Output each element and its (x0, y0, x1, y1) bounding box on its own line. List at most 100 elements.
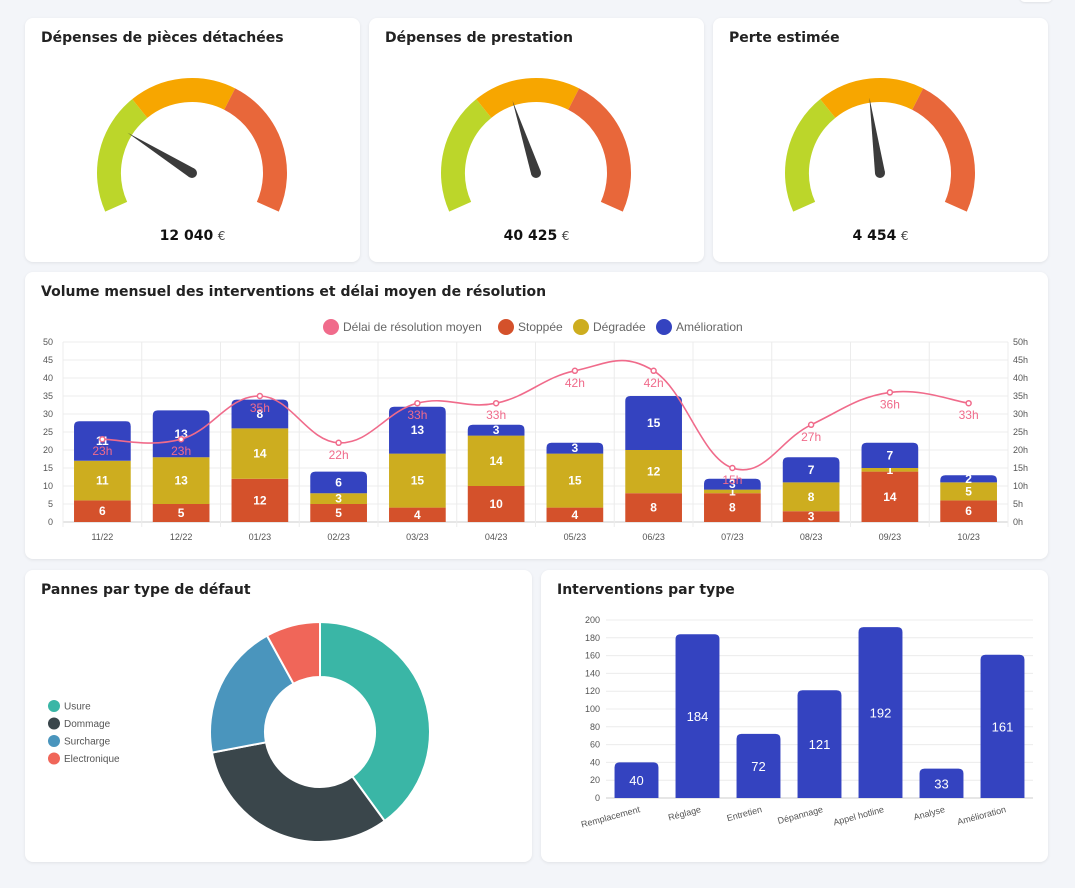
y2-tick-label: 45h (1013, 355, 1028, 365)
gauge-segment-mid (476, 78, 580, 119)
bar-value-label: 10 (489, 497, 503, 511)
slice-electronique (265, 620, 321, 686)
gauge-segment-high (223, 88, 287, 212)
legend-label: Dommage (64, 719, 111, 730)
gauge-amount: 4 454 (852, 228, 897, 244)
delai-label: 33h (959, 408, 979, 422)
bar-value-label: 15 (411, 474, 425, 488)
x-tick-label: 04/23 (485, 532, 508, 542)
bar-stoppee (467, 486, 525, 522)
bar-value-label: 1 (729, 484, 736, 498)
bar-degradee (861, 468, 919, 472)
x-tick-label: 03/23 (406, 532, 429, 542)
delai-point (99, 435, 106, 443)
bar-value-label: 11 (96, 474, 109, 488)
gauge-segment-low (97, 99, 148, 212)
delai-point (650, 367, 657, 375)
slice-dommage (210, 741, 387, 843)
bar-value-label: 15 (568, 474, 582, 488)
legend-marker (48, 700, 60, 712)
bar-value-label: 13 (411, 423, 425, 437)
bar-amelioration (389, 406, 446, 454)
bar-degradee (231, 428, 289, 479)
delai-label: 33h (407, 408, 427, 422)
legend-label: Délai de résolution moyen (343, 320, 482, 334)
bar-degradee (152, 457, 210, 504)
bar-value-label: 14 (883, 490, 897, 504)
gauge-title: Dépenses de prestation (385, 30, 573, 46)
y-tick-label: 140 (585, 668, 600, 678)
gauge-unit: € (900, 229, 909, 243)
gauge-segment-low (785, 99, 836, 212)
delai-label: 27h (801, 430, 821, 444)
bar-value-label: 6 (99, 504, 106, 518)
gauge-title: Perte estimée (729, 30, 840, 46)
bar-amelioration (546, 442, 604, 454)
gauge-unit: € (217, 229, 226, 243)
y-tick-label: 160 (585, 651, 600, 661)
bar-value-label: 8 (808, 490, 815, 504)
bar-stoppee (310, 504, 367, 522)
bar-value-label: 12 (647, 465, 661, 479)
bar-value-label: 7 (808, 463, 815, 477)
x-tick-label: Entretien (726, 804, 763, 823)
bar-stoppee (389, 507, 446, 522)
bar (919, 768, 964, 798)
gauge-needle-hub (875, 168, 885, 178)
x-tick-label: 09/23 (879, 532, 902, 542)
y-tick-label: 120 (585, 686, 600, 696)
y-tick-label: 50 (43, 337, 53, 347)
bar-value-label: 15 (647, 416, 661, 430)
legend-label: Amélioration (676, 320, 743, 334)
x-tick-label: 01/23 (249, 532, 272, 542)
x-tick-label: 07/23 (721, 532, 744, 542)
y-tick-label: 45 (43, 355, 53, 365)
bar-value-label: 3 (808, 510, 815, 524)
chart-title: Volume mensuel des interventions et déla… (41, 284, 547, 300)
gauge-segment-high (911, 88, 975, 212)
types-bar-chart: 0 20 40 60 80 100 120 140 160 180 200 40 Remplacemen… (580, 615, 1033, 830)
bar-value-label: 3 (572, 441, 579, 455)
bar-value-label: 33 (934, 776, 948, 791)
gauge-needle (512, 100, 541, 175)
gauge-segment-mid (820, 78, 924, 119)
y-tick-label: 15 (43, 463, 53, 473)
delai-label: 36h (880, 397, 900, 411)
chart-title: Pannes par type de défaut (41, 582, 251, 598)
bar-value-label: 4 (572, 508, 579, 522)
gauge-value: 12 040 € (25, 228, 360, 244)
bar-stoppee (231, 478, 289, 522)
y2-tick-label: 25h (1013, 427, 1028, 437)
gauge-chart (785, 78, 975, 212)
bar-amelioration (625, 396, 682, 450)
bar-degradee (704, 489, 761, 494)
gauge-card-loss: Perte estimée 4 454 € (713, 18, 1048, 262)
delai-label: 42h (644, 376, 664, 390)
x-tick-label: Remplacement (580, 804, 642, 829)
delai-label: 33h (486, 408, 506, 422)
bar-value-label: 2 (965, 472, 972, 486)
bar-amelioration (861, 442, 919, 468)
bar-degradee (389, 453, 446, 508)
y-tick-label: 180 (585, 633, 600, 643)
bar-amelioration (940, 475, 997, 483)
bar-degradee (546, 453, 604, 508)
gauge-card-parts: Dépenses de pièces détachées 12 040 € (25, 18, 360, 262)
gauge-card-service: Dépenses de prestation 40 425 € (369, 18, 704, 262)
x-tick-label: 12/22 (170, 532, 193, 542)
bar-value-label: 3 (335, 492, 342, 506)
x-tick-label: Amélioration (956, 804, 1007, 827)
top-corner-button[interactable] (1019, 0, 1053, 2)
bar-amelioration (231, 399, 289, 429)
x-tick-label: Appel hotline (832, 804, 885, 827)
bar-degradee (467, 435, 525, 486)
gauge-needle-hub (531, 168, 541, 178)
bar-value-label: 8 (257, 407, 264, 421)
delai-label: 22h (329, 448, 349, 462)
gauge-segment-mid (132, 78, 236, 119)
legend-marker (48, 752, 60, 765)
bar-value-label: 72 (751, 759, 765, 774)
bar-value-label: 7 (887, 448, 894, 462)
y2-tick-label: 0h (1013, 517, 1023, 527)
legend-marker (656, 319, 672, 335)
